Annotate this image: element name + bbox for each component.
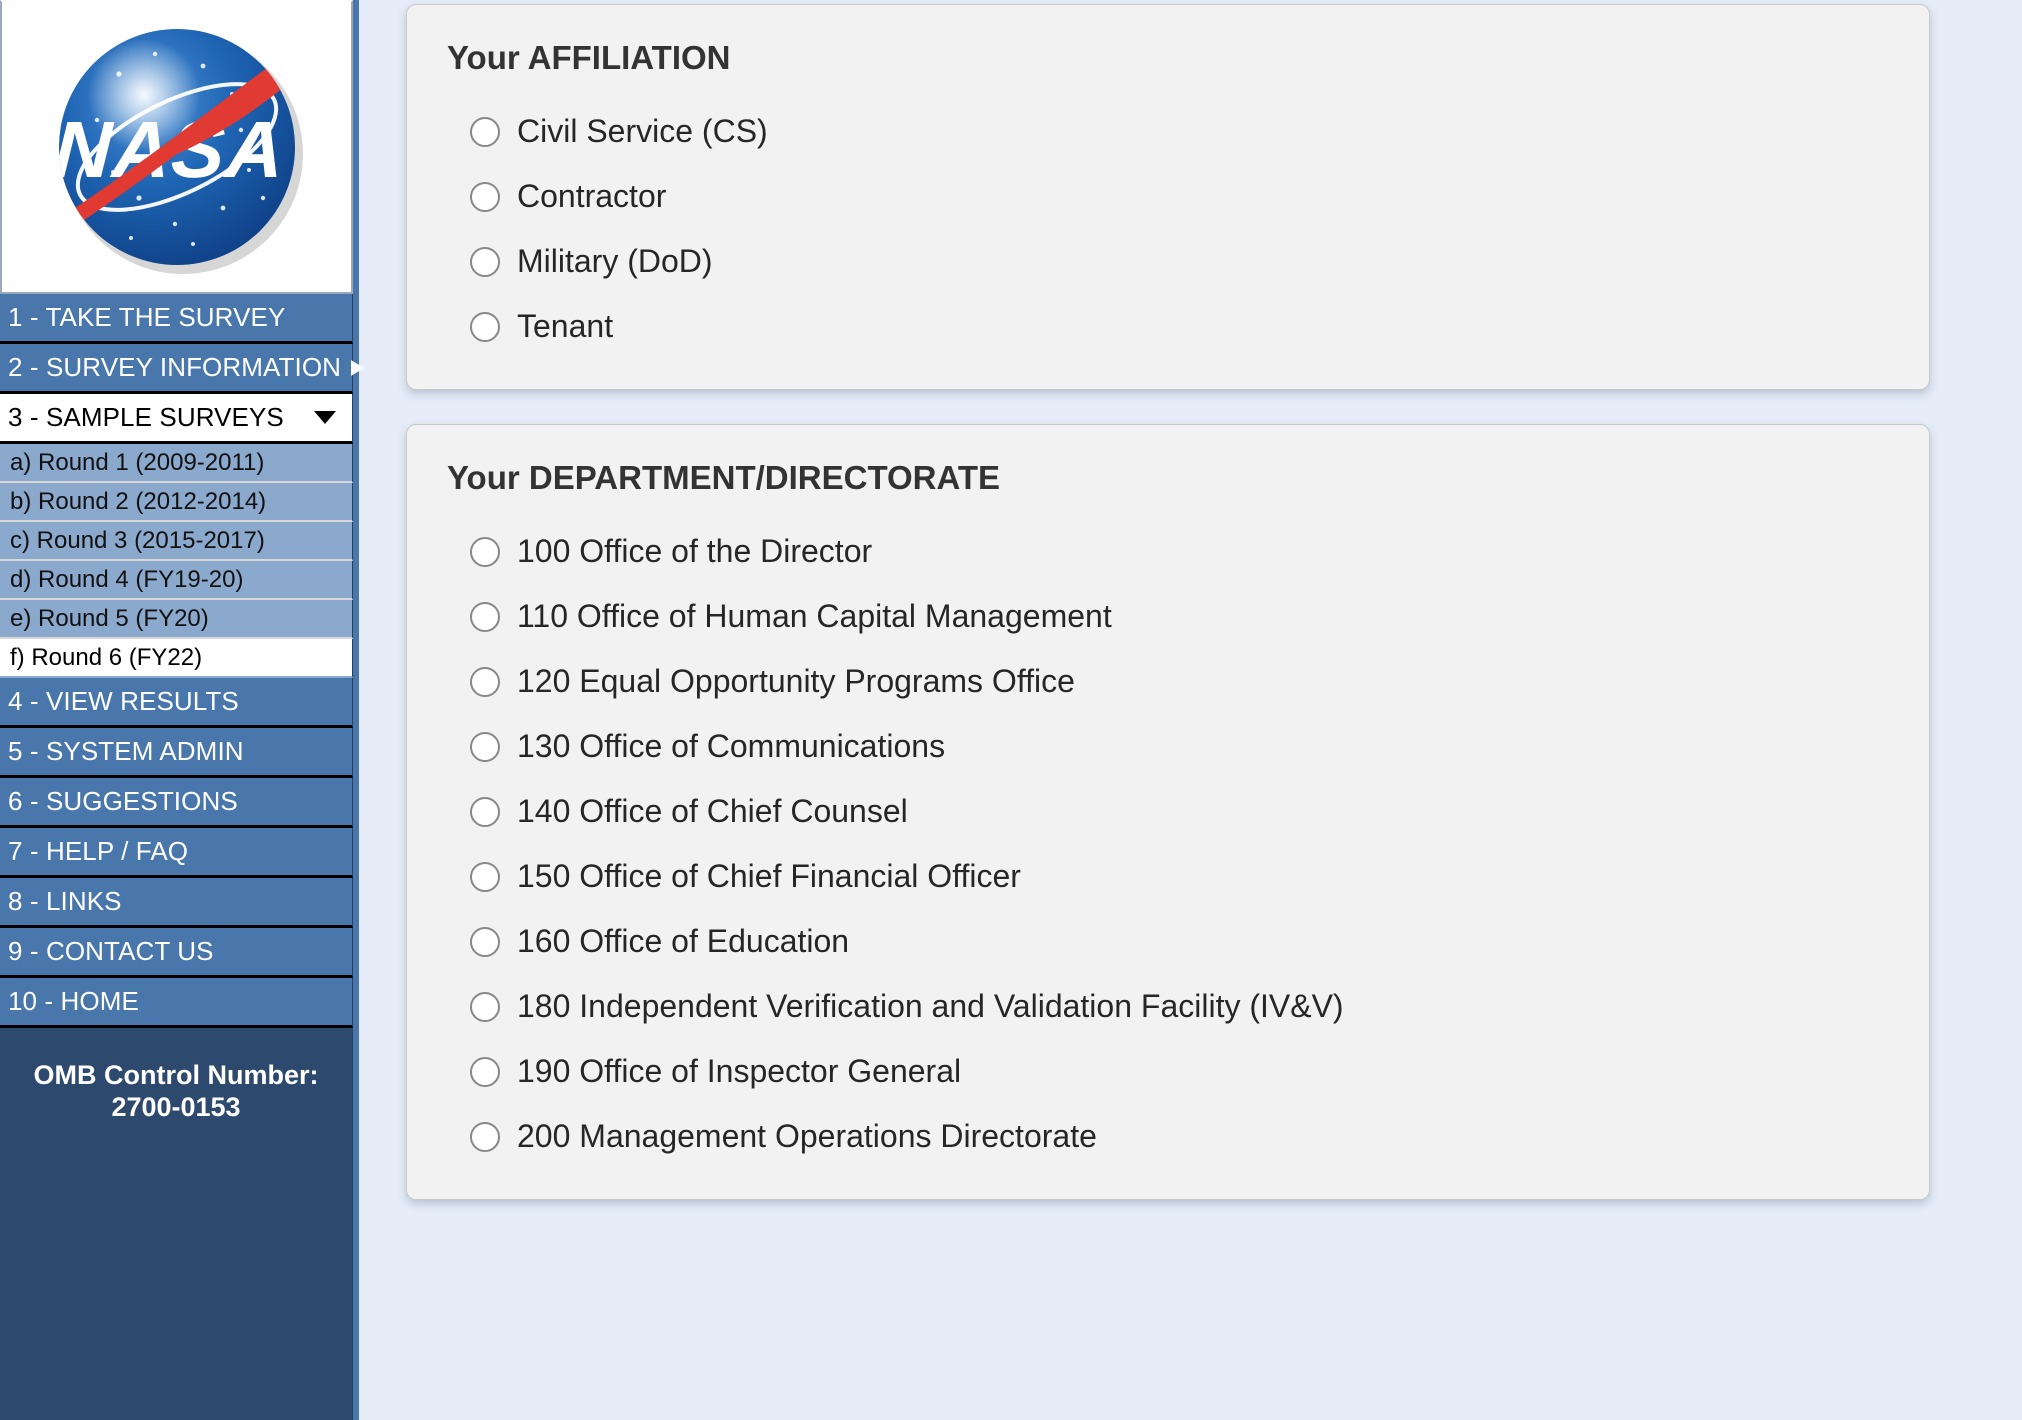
affiliation-option-civil-service[interactable]: Civil Service (CS) (447, 99, 1889, 164)
option-label: Civil Service (CS) (517, 113, 768, 149)
sidebar-subitem-label: f) Round 6 (FY22) (10, 643, 203, 671)
radio-icon[interactable] (470, 1056, 500, 1087)
sidebar-item-label: 9 - CONTACT US (8, 936, 214, 966)
nav-bottom-group: 4 - VIEW RESULTS 5 - SYSTEM ADMIN 6 - SU… (0, 678, 353, 1028)
sidebar-item-sample-surveys[interactable]: 3 - SAMPLE SURVEYS (0, 394, 353, 444)
option-label: 160 Office of Education (517, 923, 850, 959)
radio-icon[interactable] (470, 246, 500, 277)
sidebar-item-label: 7 - HELP / FAQ (8, 836, 189, 866)
option-label: 180 Independent Verification and Validat… (517, 988, 1344, 1024)
nav-top-group: 1 - TAKE THE SURVEY 2 - SURVEY INFORMATI… (0, 294, 365, 444)
sidebar-subitem-round-5[interactable]: e) Round 5 (FY20) (0, 600, 353, 639)
sidebar-subitem-round-3[interactable]: c) Round 3 (2015-2017) (0, 522, 353, 561)
sidebar-item-label: 4 - VIEW RESULTS (8, 686, 239, 716)
sidebar: NASA 1 - TAKE THE SURVEY 2 - SURVEY INFO… (0, 0, 365, 1420)
radio-icon[interactable] (470, 861, 500, 892)
radio-icon[interactable] (470, 991, 500, 1022)
department-option-130[interactable]: 130 Office of Communications (447, 714, 1889, 779)
sidebar-item-links[interactable]: 8 - LINKS (0, 878, 353, 928)
department-option-190[interactable]: 190 Office of Inspector General (447, 1039, 1889, 1104)
affiliation-card: Your AFFILIATION Civil Service (CS) Cont… (406, 4, 1930, 390)
department-option-120[interactable]: 120 Equal Opportunity Programs Office (447, 649, 1889, 714)
department-option-200[interactable]: 200 Management Operations Directorate (447, 1104, 1889, 1169)
sidebar-item-take-the-survey[interactable]: 1 - TAKE THE SURVEY (0, 294, 353, 344)
option-label: Contractor (517, 178, 667, 214)
option-label: 150 Office of Chief Financial Officer (517, 858, 1021, 894)
sidebar-item-label: 5 - SYSTEM ADMIN (8, 736, 244, 766)
option-label: 130 Office of Communications (517, 728, 946, 764)
radio-icon[interactable] (470, 796, 500, 827)
sidebar-item-home[interactable]: 10 - HOME (0, 978, 353, 1028)
sidebar-item-label: 10 - HOME (8, 986, 139, 1016)
sidebar-item-label: 8 - LINKS (8, 886, 122, 916)
sidebar-item-label: 2 - SURVEY INFORMATION (8, 352, 342, 382)
radio-icon[interactable] (470, 181, 500, 212)
affiliation-option-tenant[interactable]: Tenant (447, 294, 1889, 359)
affiliation-option-contractor[interactable]: Contractor (447, 164, 1889, 229)
department-card: Your DEPARTMENT/DIRECTORATE 100 Office o… (406, 424, 1930, 1200)
omb-control-number: OMB Control Number: 2700-0153 (0, 1028, 353, 1420)
sidebar-item-system-admin[interactable]: 5 - SYSTEM ADMIN (0, 728, 353, 778)
option-label: 120 Equal Opportunity Programs Office (517, 663, 1075, 699)
radio-icon[interactable] (470, 536, 500, 567)
department-option-140[interactable]: 140 Office of Chief Counsel (447, 779, 1889, 844)
option-label: 100 Office of the Director (517, 533, 873, 569)
sidebar-item-survey-information[interactable]: 2 - SURVEY INFORMATION (0, 344, 365, 394)
sidebar-item-label: 3 - SAMPLE SURVEYS (8, 402, 284, 432)
department-option-110[interactable]: 110 Office of Human Capital Management (447, 584, 1889, 649)
radio-icon[interactable] (470, 116, 500, 147)
radio-icon[interactable] (470, 666, 500, 697)
sidebar-subitem-label: e) Round 5 (FY20) (10, 604, 209, 632)
radio-icon[interactable] (470, 926, 500, 957)
nasa-logo-container: NASA (0, 0, 353, 294)
nasa-meatball-logo: NASA (58, 29, 303, 274)
option-label: Military (DoD) (517, 243, 713, 279)
department-option-150[interactable]: 150 Office of Chief Financial Officer (447, 844, 1889, 909)
sidebar-item-help-faq[interactable]: 7 - HELP / FAQ (0, 828, 353, 878)
chevron-right-icon (351, 359, 365, 376)
affiliation-option-military[interactable]: Military (DoD) (447, 229, 1889, 294)
sidebar-item-label: 1 - TAKE THE SURVEY (8, 302, 286, 332)
radio-icon[interactable] (470, 731, 500, 762)
omb-label: OMB Control Number: (33, 1060, 319, 1090)
radio-icon[interactable] (470, 1121, 500, 1152)
sidebar-subitem-round-6[interactable]: f) Round 6 (FY22) (0, 639, 353, 678)
sidebar-subitem-round-4[interactable]: d) Round 4 (FY19-20) (0, 561, 353, 600)
department-option-180[interactable]: 180 Independent Verification and Validat… (447, 974, 1889, 1039)
sidebar-item-label: 6 - SUGGESTIONS (8, 786, 238, 816)
radio-icon[interactable] (470, 601, 500, 632)
department-option-100[interactable]: 100 Office of the Director (447, 519, 1889, 584)
sidebar-subitem-round-1[interactable]: a) Round 1 (2009-2011) (0, 444, 353, 483)
chevron-down-icon (314, 411, 336, 424)
sidebar-item-contact-us[interactable]: 9 - CONTACT US (0, 928, 353, 978)
sidebar-subitem-label: a) Round 1 (2009-2011) (10, 448, 265, 476)
option-label: 110 Office of Human Capital Management (517, 598, 1112, 634)
sidebar-subitem-label: b) Round 2 (2012-2014) (10, 487, 267, 515)
option-label: Tenant (517, 308, 614, 344)
option-label: 200 Management Operations Directorate (517, 1118, 1097, 1154)
omb-value: 2700-0153 (111, 1091, 241, 1122)
page-title: Your AFFILIATION (447, 39, 731, 76)
department-option-160[interactable]: 160 Office of Education (447, 909, 1889, 974)
sidebar-subitem-label: c) Round 3 (2015-2017) (10, 526, 265, 554)
sidebar-subitem-round-2[interactable]: b) Round 2 (2012-2014) (0, 483, 353, 522)
radio-icon[interactable] (470, 311, 500, 342)
option-label: 140 Office of Chief Counsel (517, 793, 908, 829)
sidebar-subitem-label: d) Round 4 (FY19-20) (10, 565, 244, 593)
option-label: 190 Office of Inspector General (517, 1053, 962, 1089)
sidebar-item-suggestions[interactable]: 6 - SUGGESTIONS (0, 778, 353, 828)
main-content: Your AFFILIATION Civil Service (CS) Cont… (359, 0, 2022, 1420)
section-title: Your DEPARTMENT/DIRECTORATE (447, 459, 1001, 496)
sample-surveys-submenu: a) Round 1 (2009-2011) b) Round 2 (2012-… (0, 444, 353, 678)
sidebar-item-view-results[interactable]: 4 - VIEW RESULTS (0, 678, 353, 728)
